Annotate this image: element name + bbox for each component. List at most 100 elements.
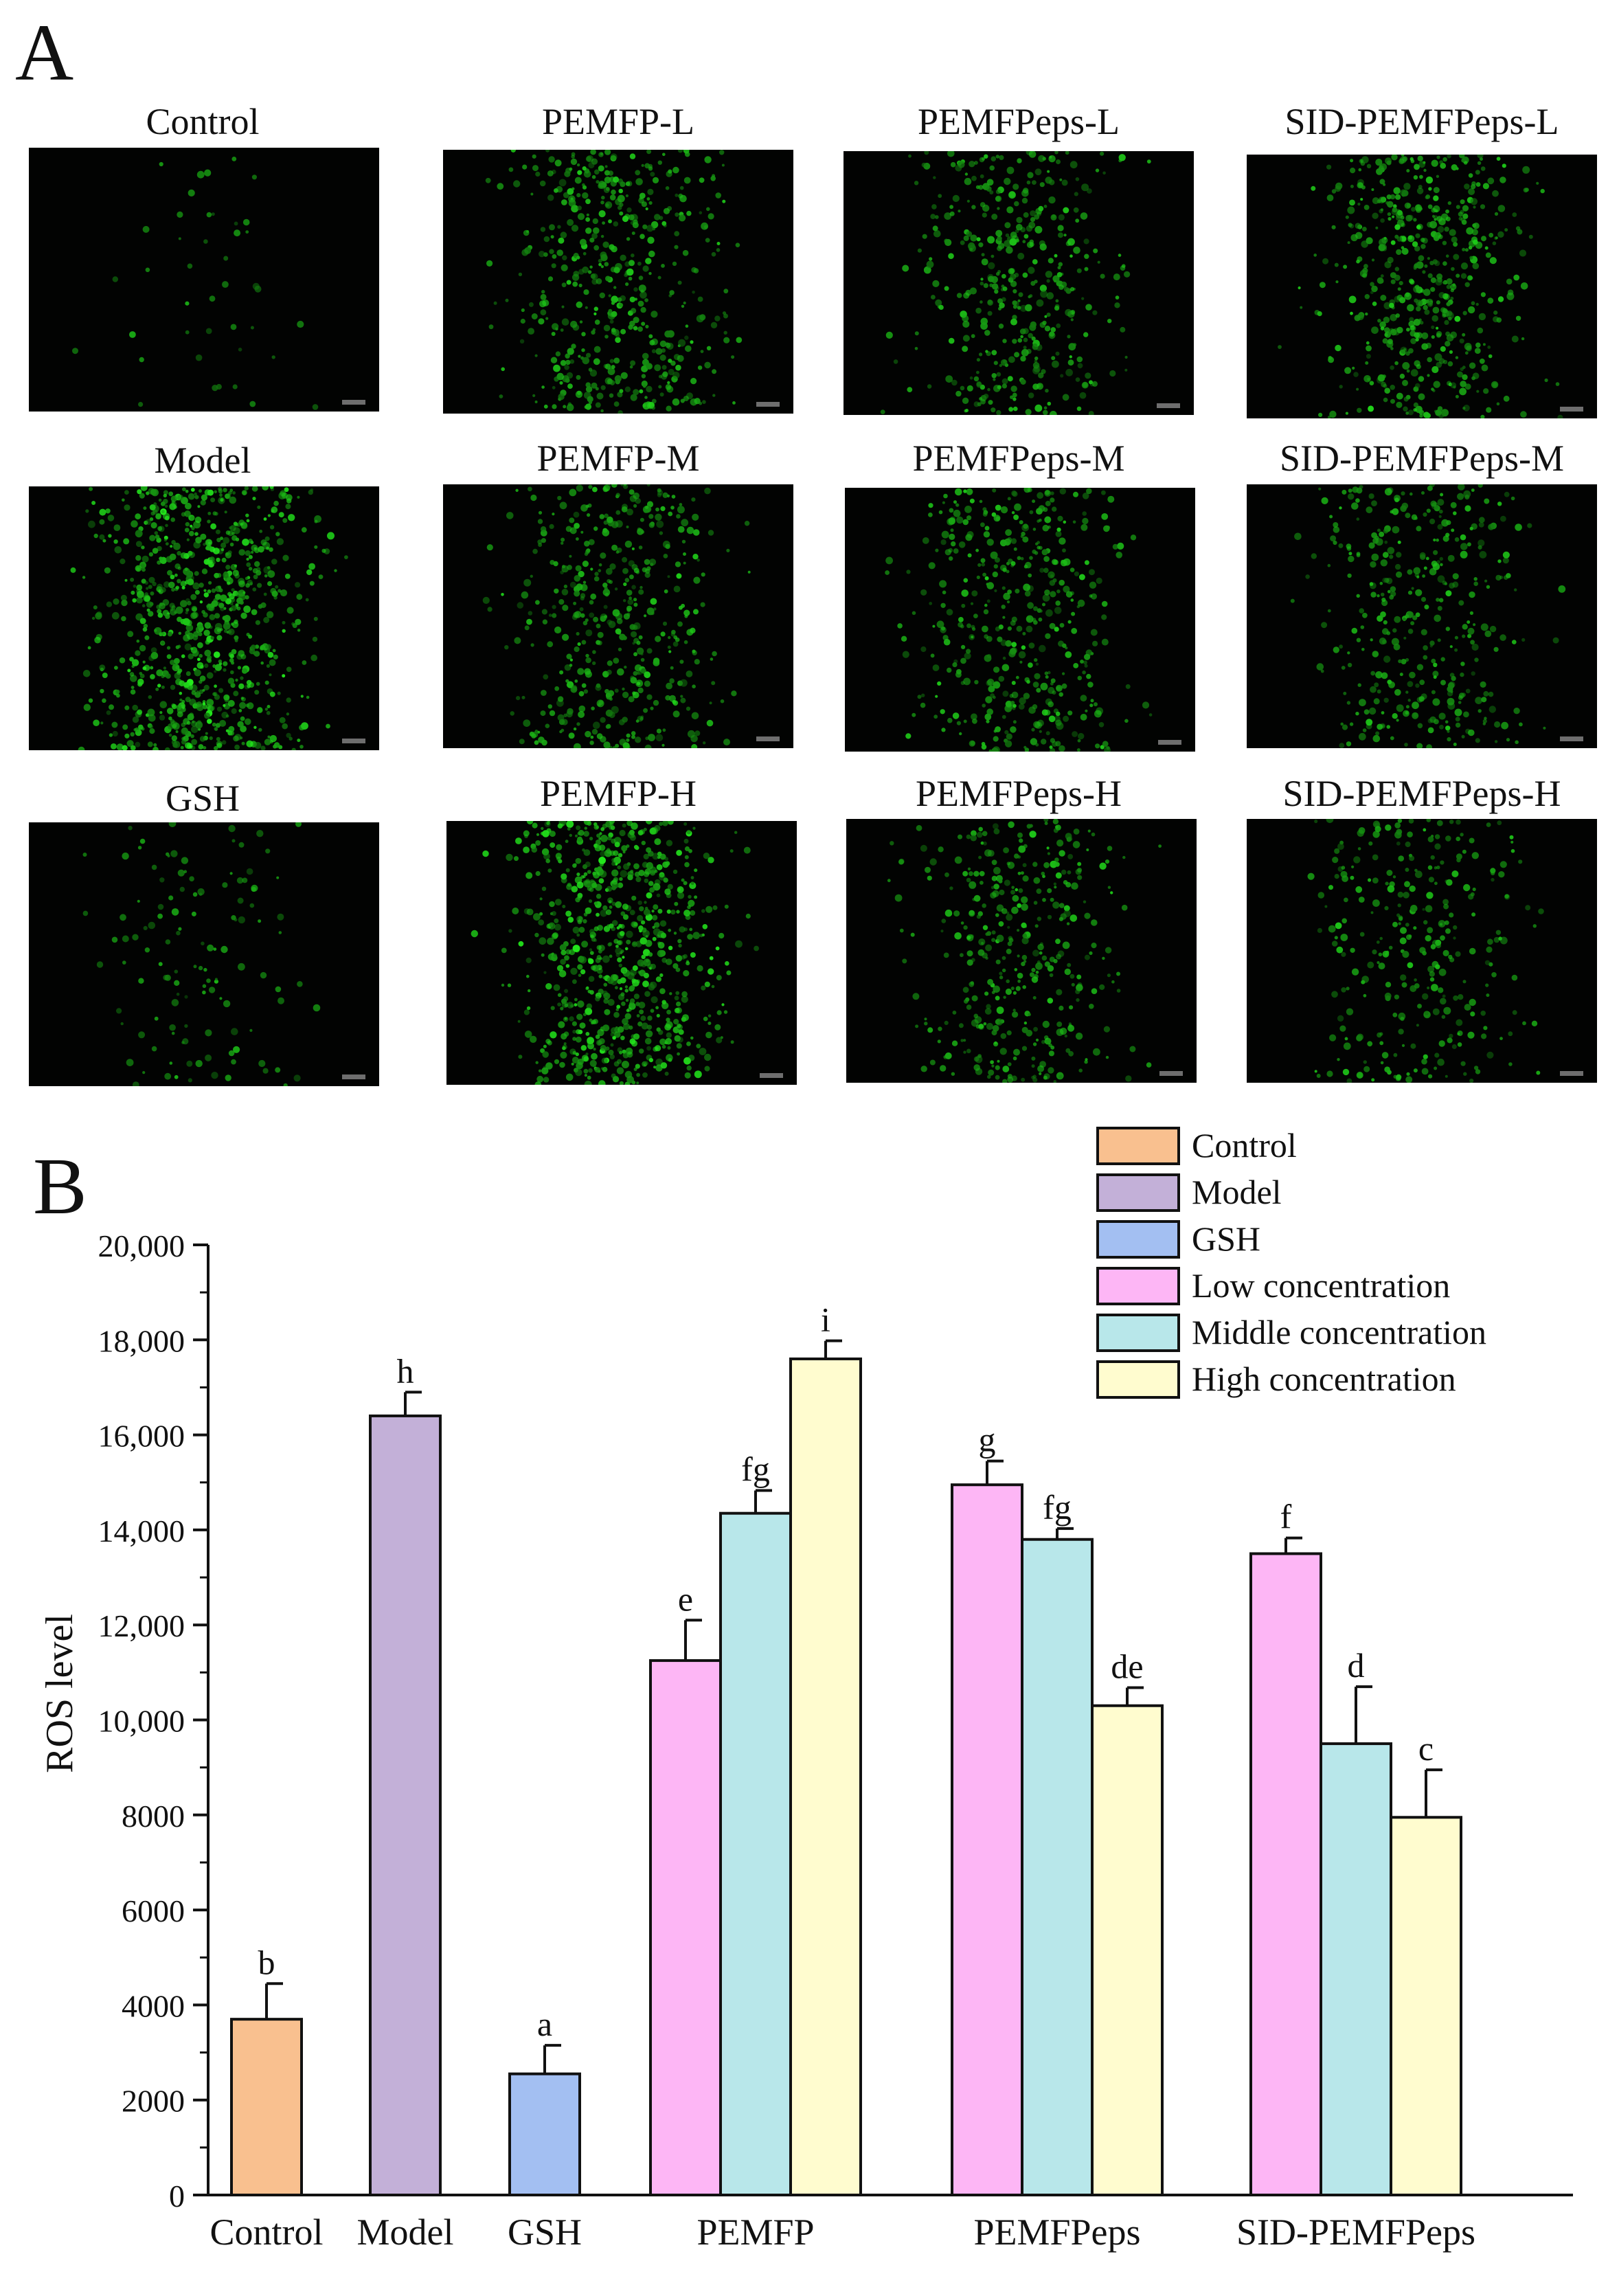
y-tick-label: 18,000	[98, 1323, 185, 1358]
micrograph-label-pemfp-h: PEMFP-H	[539, 773, 697, 814]
y-tick-label: 20,000	[98, 1228, 185, 1263]
bar-pemfp-middle-concentration	[719, 1511, 792, 2196]
micrograph-label-pemfp-l: PEMFP-L	[541, 101, 695, 142]
x-tick-label: GSH	[508, 2211, 582, 2253]
legend-label: Low concentration	[1192, 1266, 1450, 1305]
micrograph-pemfp-h	[446, 821, 797, 1085]
legend-label: Model	[1192, 1173, 1282, 1211]
micrograph-canvas	[482, 484, 751, 748]
significance-letter: fg	[1043, 1488, 1072, 1527]
x-tick-label: PEMFPeps	[973, 2211, 1140, 2253]
scale-bar	[342, 400, 365, 405]
significance-letter: h	[397, 1351, 414, 1390]
significance-letter: de	[1111, 1647, 1143, 1685]
y-tick-label: 14,000	[98, 1513, 185, 1549]
micrograph-sid-pemfpeps-l	[1247, 155, 1597, 418]
y-tick-label: 0	[169, 2179, 185, 2214]
micrograph-canvas	[887, 819, 1162, 1083]
legend-swatch	[1096, 1267, 1180, 1305]
bar-sid-pemfpeps-middle-concentration	[1320, 1742, 1392, 2196]
panel-a-letter: A	[15, 8, 74, 98]
y-tick-label: 6000	[122, 1893, 185, 1928]
micrograph-pemfpeps-l	[844, 151, 1194, 415]
micrograph-label-sid-pemfpeps-h: SID-PEMFPeps-H	[1282, 773, 1561, 814]
micrograph-canvas	[1278, 155, 1563, 418]
significance-letter: f	[1280, 1498, 1292, 1536]
bar-sid-pemfpeps-high-concentration	[1390, 1816, 1462, 2196]
scale-bar	[1158, 740, 1181, 745]
micrograph-sid-pemfpeps-m	[1247, 484, 1597, 748]
scale-bar	[342, 739, 365, 743]
legend-label: Control	[1192, 1126, 1297, 1164]
micrograph-canvas	[1307, 819, 1544, 1083]
micrograph-canvas	[70, 486, 348, 750]
scale-bar	[756, 736, 780, 741]
panel-b-letter: B	[33, 1141, 87, 1231]
bar-model-model	[369, 1414, 442, 2197]
x-tick-label: PEMFP	[697, 2211, 814, 2253]
scale-bar	[342, 1074, 365, 1079]
chart-legend: Control Model GSH Low concentration Middle c…	[1096, 1126, 1486, 1399]
micrograph-gsh	[29, 822, 379, 1086]
bar-gsh-gsh	[508, 2072, 581, 2196]
micrograph-sid-pemfpeps-h	[1247, 819, 1597, 1083]
legend-swatch	[1096, 1314, 1180, 1352]
x-axis-labels: Control Model GSH PEMFP PEMFPeps SID-PEMFPeps	[210, 2211, 1475, 2253]
micrograph-canvas	[72, 157, 319, 410]
significance-letter: e	[678, 1579, 693, 1618]
micrograph-canvas	[880, 151, 1151, 415]
scale-bar	[1560, 736, 1583, 741]
y-tick-label: 10,000	[98, 1704, 185, 1739]
micrograph-label-sid-pemfpeps-m: SID-PEMFPeps-M	[1279, 438, 1565, 479]
legend-swatch	[1096, 1127, 1180, 1165]
significance-letter: fg	[741, 1450, 770, 1489]
micrograph-pemfpeps-m	[845, 488, 1195, 752]
micrograph-pemfpeps-h	[846, 819, 1197, 1083]
micrograph-label-pemfpeps-h: PEMFPeps-H	[915, 773, 1122, 814]
y-tick-label: 2000	[122, 2084, 185, 2119]
micrograph-label-pemfpeps-l: PEMFPeps-L	[917, 101, 1120, 142]
y-tick-label: 4000	[122, 1988, 185, 2023]
y-tick-label: 12,000	[98, 1608, 185, 1643]
x-tick-label: Model	[357, 2211, 454, 2253]
legend-swatch	[1096, 1220, 1180, 1259]
bar-pemfpeps-middle-concentration	[1021, 1538, 1094, 2196]
y-tick-label: 16,000	[98, 1419, 185, 1454]
micrograph-canvas	[485, 150, 743, 414]
micrograph-canvas	[1290, 484, 1566, 748]
y-axis-ticks: 0 2000 4000 6000 8000 10,000 12,000 14,000 16,00…	[98, 1228, 208, 2214]
significance-letter: a	[537, 2005, 552, 2043]
legend-label: High concentration	[1192, 1360, 1456, 1398]
bar-control-control	[230, 2018, 303, 2197]
micrograph-label-pemfpeps-m: PEMFPeps-M	[912, 438, 1125, 479]
scale-bar	[1159, 1071, 1183, 1076]
scale-bar	[1157, 403, 1180, 408]
legend-swatch	[1096, 1173, 1180, 1212]
micrograph-label-sid-pemfpeps-l: SID-PEMFPeps-L	[1284, 101, 1559, 142]
micrograph-canvas	[885, 488, 1153, 752]
legend-label: Middle concentration	[1192, 1313, 1486, 1351]
micrograph-control	[29, 148, 379, 412]
micrograph-pemfp-l	[443, 150, 793, 414]
y-tick-label: 8000	[122, 1799, 185, 1834]
significance-letter: i	[821, 1301, 830, 1339]
significance-letter: c	[1418, 1729, 1434, 1768]
chart-bars: b h a e fg i g fg de f d c	[230, 1301, 1462, 2197]
legend-label: GSH	[1192, 1219, 1260, 1258]
micrograph-label-model: Model	[154, 440, 251, 481]
scale-bar	[1560, 1071, 1583, 1076]
micrograph-pemfp-m	[443, 484, 793, 748]
bar-pemfpeps-low-concentration	[951, 1483, 1023, 2196]
scale-bar	[756, 402, 780, 407]
scale-bar	[1560, 407, 1583, 412]
micrograph-label-gsh: GSH	[165, 778, 240, 819]
micrograph-canvas	[82, 822, 321, 1086]
scale-bar	[760, 1073, 783, 1078]
micrograph-model	[29, 486, 379, 750]
micrograph-label-pemfp-m: PEMFP-M	[536, 438, 700, 479]
legend-swatch	[1096, 1360, 1180, 1399]
x-tick-label: Control	[210, 2211, 323, 2253]
bar-pemfp-low-concentration	[649, 1659, 722, 2196]
significance-letter: b	[258, 1943, 275, 1981]
bar-pemfpeps-high-concentration	[1091, 1704, 1164, 2196]
